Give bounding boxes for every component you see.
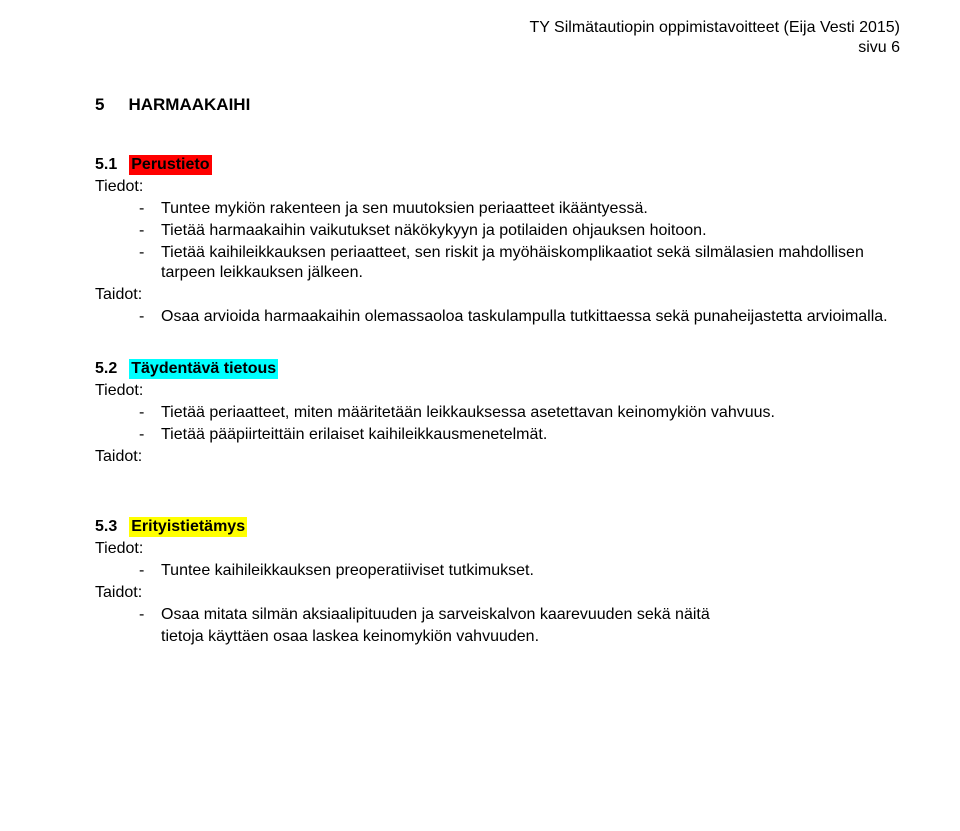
list-item: Osaa arvioida harmaakaihin olemassaoloa … (139, 307, 900, 327)
section-5-1-taidot-label: Taidot: (95, 285, 900, 305)
section-5-3-tiedot-label: Tiedot: (95, 539, 900, 559)
page-header: TY Silmätautiopin oppimistavoitteet (Eij… (95, 18, 900, 58)
list-item: Tietää kaihileikkauksen periaatteet, sen… (139, 243, 900, 283)
section-5-3-taidot-list: Osaa mitata silmän aksiaalipituuden ja s… (95, 605, 900, 625)
section-5-2-heading: 5.2 Täydentävä tietous (95, 359, 900, 379)
section-5-1-number: 5.1 (95, 155, 117, 175)
chapter-heading: 5 HARMAAKAIHI (95, 94, 900, 115)
section-5-2-tiedot-list: Tietää periaatteet, miten määritetään le… (95, 403, 900, 445)
list-item: Tietää pääpiirteittäin erilaiset kaihile… (139, 425, 900, 445)
list-item: Tuntee mykiön rakenteen ja sen muutoksie… (139, 199, 900, 219)
chapter-number: 5 (95, 94, 104, 115)
section-5-3-taidot-continuation: tietoja käyttäen osaa laskea keinomykiön… (95, 627, 900, 647)
section-5-1-taidot-list: Osaa arvioida harmaakaihin olemassaoloa … (95, 307, 900, 327)
section-5-1-title: Perustieto (129, 155, 211, 175)
section-5-3-heading: 5.3 Erityistietämys (95, 517, 900, 537)
list-item: Tietää harmaakaihin vaikutukset näkökyky… (139, 221, 900, 241)
section-5-1-tiedot-list: Tuntee mykiön rakenteen ja sen muutoksie… (95, 199, 900, 283)
section-5-2-title: Täydentävä tietous (129, 359, 278, 379)
section-5-3-number: 5.3 (95, 517, 117, 537)
section-5-3-taidot-label: Taidot: (95, 583, 900, 603)
list-item: Osaa mitata silmän aksiaalipituuden ja s… (139, 605, 900, 625)
section-5-1-heading: 5.1 Perustieto (95, 155, 900, 175)
section-5-3-title: Erityistietämys (129, 517, 247, 537)
list-item: Tietää periaatteet, miten määritetään le… (139, 403, 900, 423)
section-5-2-number: 5.2 (95, 359, 117, 379)
header-line-1: TY Silmätautiopin oppimistavoitteet (Eij… (95, 18, 900, 38)
header-line-2: sivu 6 (95, 38, 900, 58)
section-5-1-tiedot-label: Tiedot: (95, 177, 900, 197)
chapter-title: HARMAAKAIHI (128, 94, 250, 115)
list-item: Tuntee kaihileikkauksen preoperatiiviset… (139, 561, 900, 581)
section-5-2-tiedot-label: Tiedot: (95, 381, 900, 401)
section-5-2-taidot-label: Taidot: (95, 447, 900, 467)
section-5-3-tiedot-list: Tuntee kaihileikkauksen preoperatiiviset… (95, 561, 900, 581)
